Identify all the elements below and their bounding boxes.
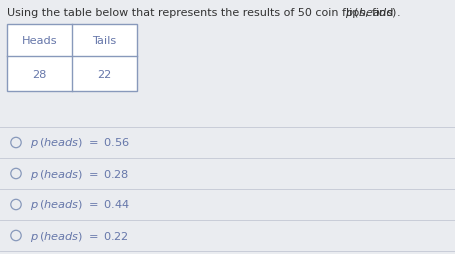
- Text: $p\,\mathit{(heads)}$ $=$ 0.22: $p\,\mathit{(heads)}$ $=$ 0.22: [30, 229, 129, 243]
- Text: Tails: Tails: [92, 36, 116, 46]
- Bar: [7, 25, 136, 92]
- Text: Using the table below that represents the results of 50 coin flips, find: Using the table below that represents th…: [7, 8, 396, 18]
- Text: $p\,\mathit{(heads)}$.: $p\,\mathit{(heads)}$.: [344, 6, 399, 20]
- Bar: [7, 25, 136, 92]
- Text: 22: 22: [97, 69, 111, 79]
- Text: $p\,\mathit{(heads)}$ $=$ 0.56: $p\,\mathit{(heads)}$ $=$ 0.56: [30, 136, 130, 150]
- Text: 28: 28: [32, 69, 46, 79]
- Text: $p\,\mathit{(heads)}$ $=$ 0.28: $p\,\mathit{(heads)}$ $=$ 0.28: [30, 167, 129, 181]
- Text: Heads: Heads: [22, 36, 57, 46]
- Text: $p\,\mathit{(heads)}$ $=$ 0.44: $p\,\mathit{(heads)}$ $=$ 0.44: [30, 198, 130, 212]
